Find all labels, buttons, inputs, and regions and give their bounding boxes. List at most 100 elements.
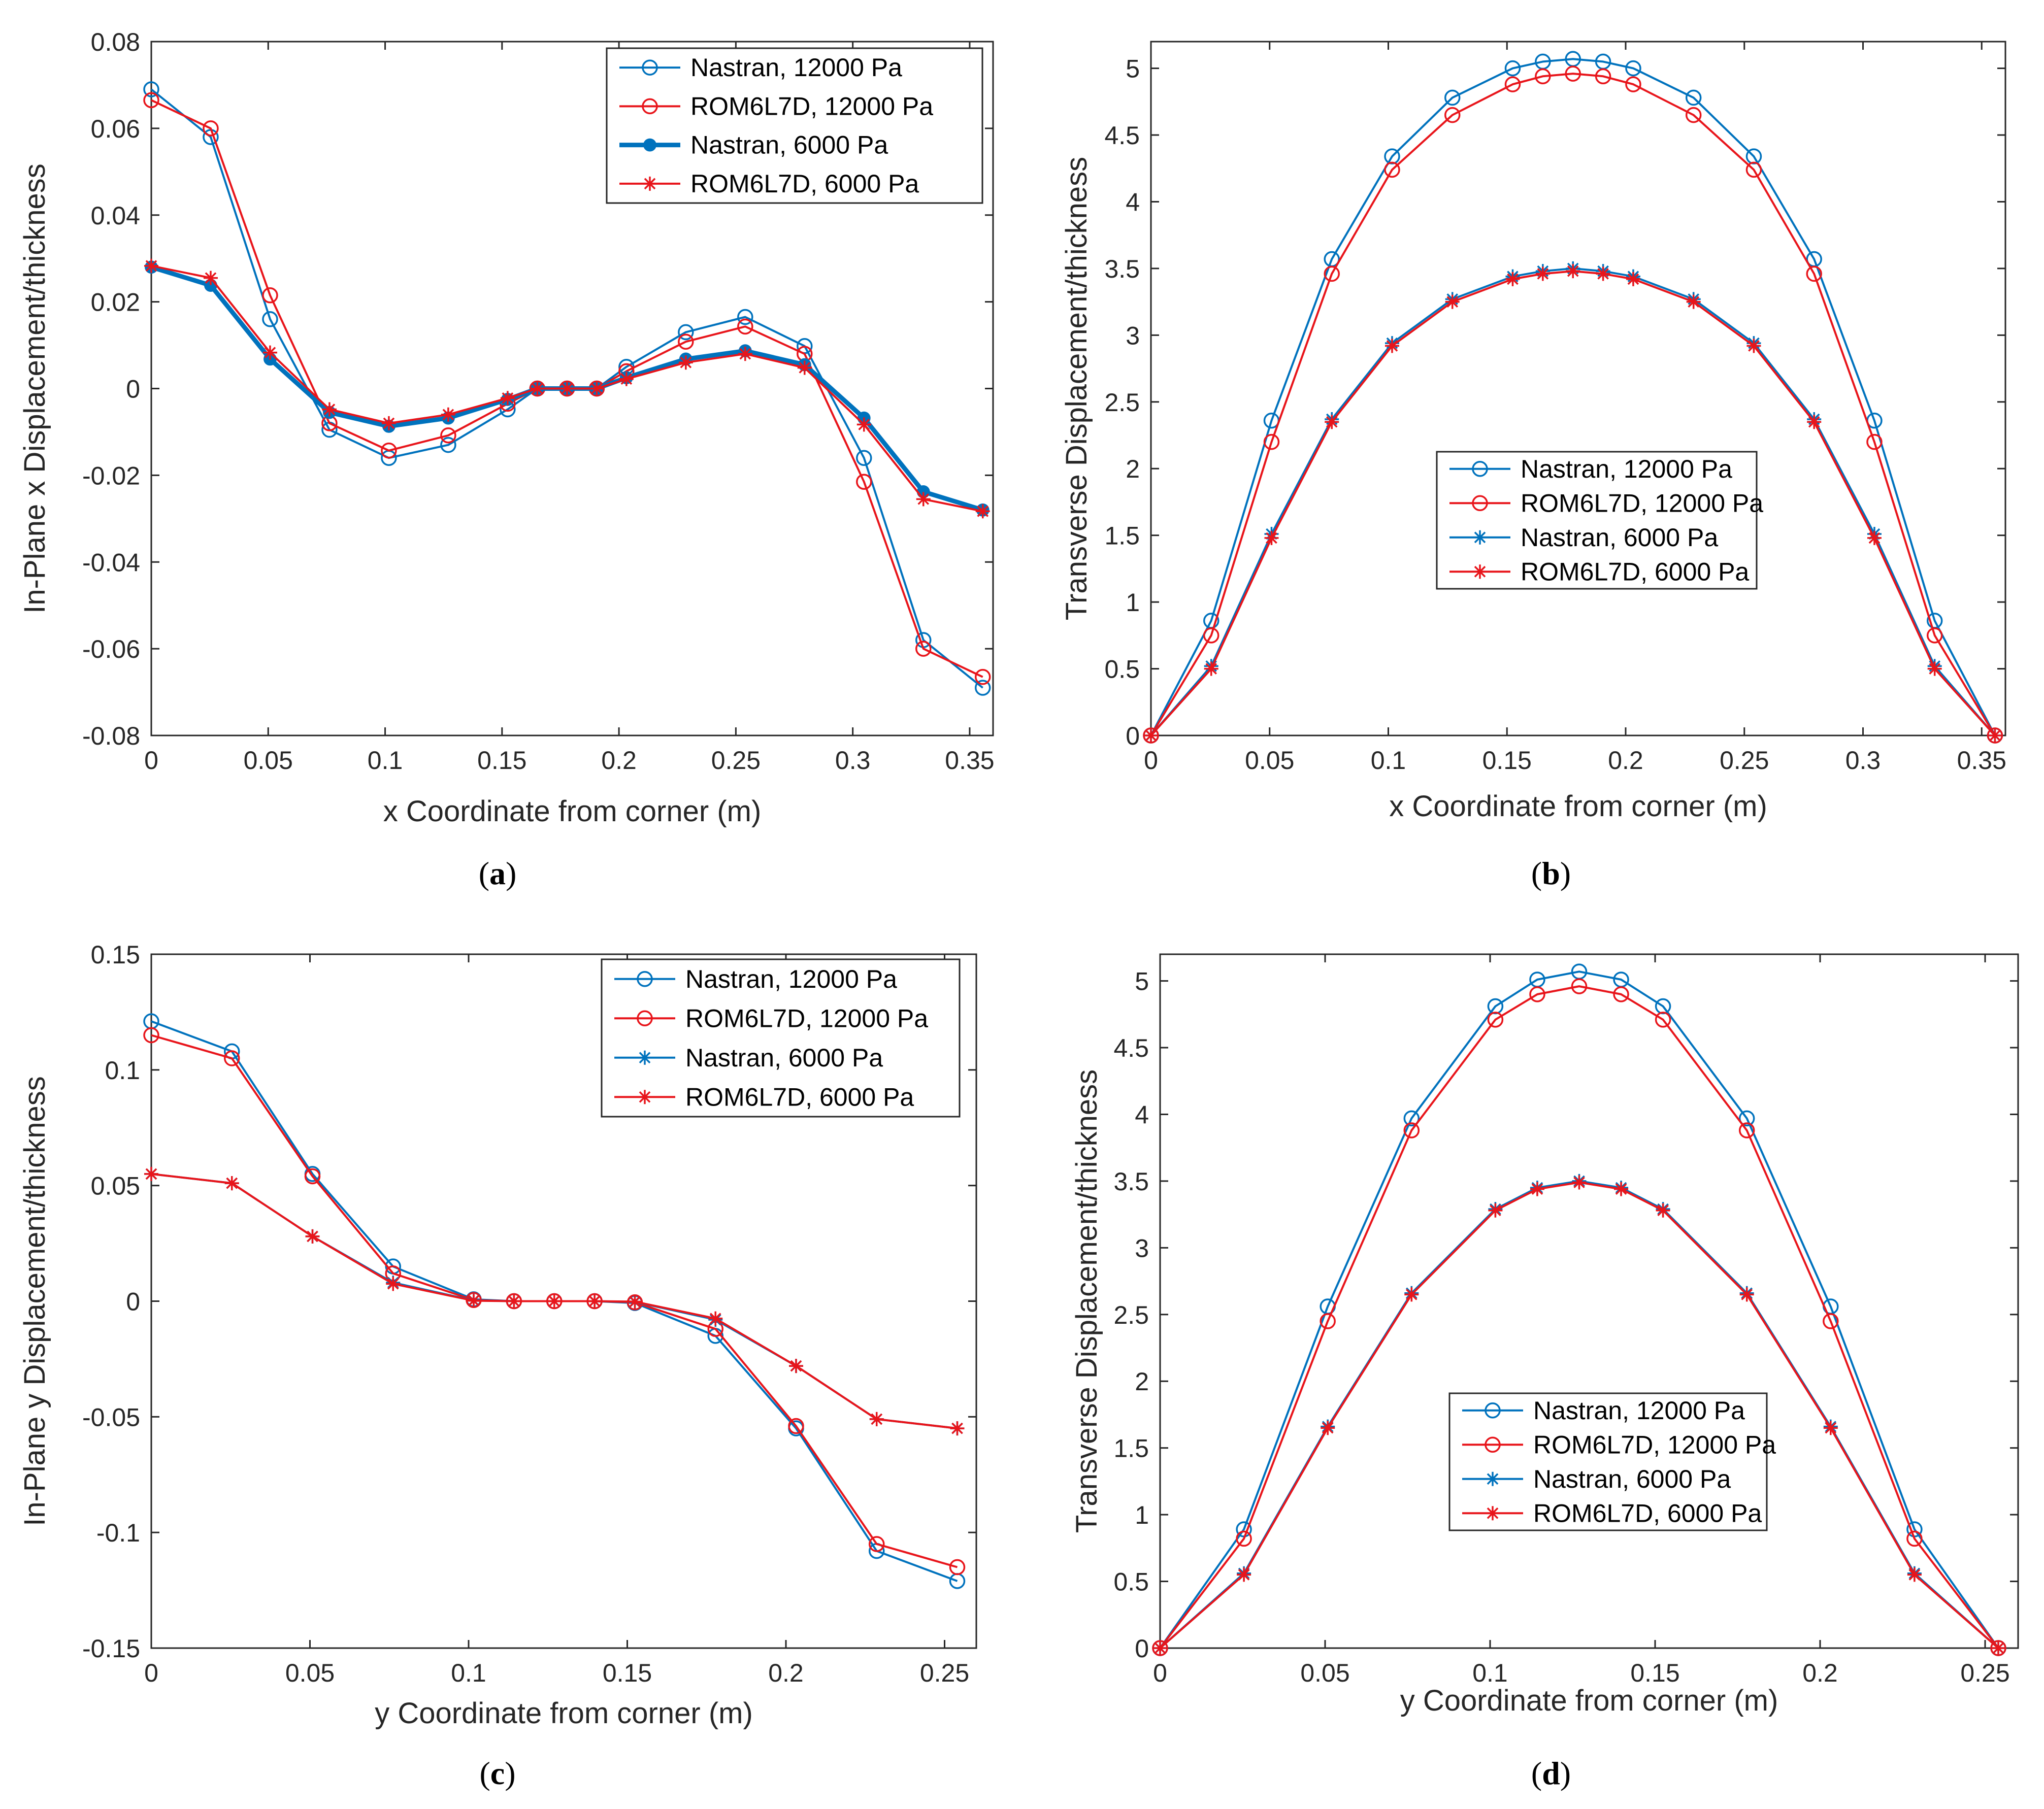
x-tick-label: 0 bbox=[1153, 1659, 1167, 1687]
legend: Nastran, 12000 Pa ROM6L7D, 12000 Pa Nastra… bbox=[601, 958, 961, 1118]
data-point bbox=[1384, 161, 1400, 178]
plot-frame bbox=[1159, 953, 2019, 1649]
y-tick-label: 4.5 bbox=[1104, 121, 1140, 150]
x-tick-label: 0.15 bbox=[1482, 746, 1532, 775]
y-axis-label: In-Plane y Displacement/thickness bbox=[18, 1076, 51, 1526]
data-point bbox=[950, 1421, 965, 1436]
x-axis-label: y Coordinate from corner (m) bbox=[375, 1697, 753, 1730]
y-tick-label: 0.5 bbox=[1104, 655, 1140, 684]
data-point bbox=[856, 450, 872, 466]
x-tick-label: 0.1 bbox=[451, 1659, 486, 1687]
legend-box bbox=[1448, 1392, 1768, 1531]
data-point bbox=[1739, 1287, 1754, 1302]
data-point bbox=[1444, 89, 1461, 106]
data-point bbox=[1685, 89, 1702, 106]
y-tick-label: 1.5 bbox=[1113, 1434, 1149, 1463]
y-tick-label: -0.1 bbox=[96, 1519, 140, 1547]
data-point bbox=[1738, 1110, 1755, 1127]
data-point bbox=[1625, 60, 1641, 77]
data-point bbox=[1473, 530, 1487, 545]
caption-paren-close: ) bbox=[506, 855, 516, 891]
x-tick-label: 0.1 bbox=[1472, 1659, 1508, 1687]
y-tick-label: 3.5 bbox=[1113, 1167, 1149, 1196]
x-tick-label: 0.35 bbox=[1957, 746, 2006, 775]
data-point bbox=[788, 1418, 804, 1434]
data-point bbox=[1566, 264, 1580, 279]
data-point bbox=[638, 1090, 652, 1104]
x-tick-label: 0.25 bbox=[920, 1659, 969, 1687]
data-point bbox=[1867, 530, 1882, 545]
y-tick-label: 0.05 bbox=[91, 1172, 140, 1200]
caption-letter: a bbox=[489, 855, 506, 891]
x-tick-label: 0.2 bbox=[601, 746, 637, 775]
data-point bbox=[1486, 1471, 1500, 1486]
y-tick-label: 1 bbox=[1135, 1501, 1149, 1529]
data-point bbox=[1144, 728, 1158, 743]
y-tick-label: 1.5 bbox=[1104, 522, 1140, 550]
data-point bbox=[1595, 68, 1611, 85]
data-point bbox=[440, 437, 456, 453]
data-point bbox=[1384, 339, 1399, 353]
data-point bbox=[856, 417, 871, 432]
data-point bbox=[1324, 265, 1340, 282]
y-tick-label: -0.15 bbox=[82, 1634, 140, 1663]
data-point bbox=[1866, 433, 1883, 450]
y-tick-label: 2 bbox=[1126, 455, 1140, 483]
x-tick-label: 0.1 bbox=[1371, 746, 1406, 775]
data-point bbox=[975, 504, 990, 519]
data-point bbox=[1485, 1436, 1501, 1453]
data-point bbox=[1472, 495, 1488, 511]
data-point bbox=[1823, 1421, 1838, 1435]
data-point bbox=[144, 258, 158, 273]
x-tick-label: 0.25 bbox=[1720, 746, 1769, 775]
data-point bbox=[143, 81, 159, 97]
legend-label: Nastran, 6000 Pa bbox=[1521, 523, 1718, 552]
legend-box bbox=[1436, 451, 1758, 590]
legend-label: Nastran, 6000 Pa bbox=[685, 1044, 883, 1072]
x-tick-label: 0.05 bbox=[1245, 746, 1294, 775]
data-point bbox=[381, 416, 396, 430]
data-point bbox=[1203, 627, 1219, 644]
data-point bbox=[1263, 433, 1280, 450]
y-tick-label: 3.5 bbox=[1104, 255, 1140, 283]
series-3 bbox=[1144, 264, 2002, 743]
subfigure-caption: (d) bbox=[1531, 1755, 1571, 1791]
y-tick-label: 0 bbox=[1135, 1634, 1149, 1663]
data-point bbox=[1655, 1012, 1671, 1028]
y-tick-label: 5 bbox=[1135, 967, 1149, 996]
caption-letter: c bbox=[490, 1755, 505, 1791]
chart-c: 0 0.05 0.1 0.15 0.2 0.25 -0.15 -0.1 -0.05 0 0.05 0.… bbox=[18, 941, 977, 1791]
x-tick-label: 0 bbox=[144, 1659, 158, 1687]
data-point bbox=[1325, 415, 1339, 429]
data-point bbox=[381, 442, 397, 459]
data-point bbox=[1745, 161, 1762, 178]
caption-paren-close: ) bbox=[1560, 1755, 1571, 1791]
x-tick-label: 0.2 bbox=[1608, 746, 1643, 775]
data-point bbox=[949, 1559, 966, 1576]
y-tick-label: 0.06 bbox=[91, 115, 140, 143]
data-point bbox=[797, 360, 812, 375]
data-point bbox=[1807, 415, 1822, 429]
data-point bbox=[638, 1050, 652, 1065]
data-point bbox=[619, 372, 634, 386]
data-point bbox=[1614, 1182, 1629, 1196]
caption-letter: b bbox=[1542, 855, 1560, 891]
data-point bbox=[440, 427, 456, 444]
caption-paren-open: ( bbox=[479, 1755, 490, 1791]
data-point bbox=[915, 641, 932, 657]
data-point bbox=[1487, 1012, 1504, 1028]
data-point bbox=[1926, 627, 1943, 644]
data-point bbox=[386, 1277, 401, 1291]
x-axis-label: x Coordinate from corner (m) bbox=[1389, 790, 1767, 823]
series-line bbox=[1150, 58, 1996, 736]
legend: Nastran, 12000 Pa ROM6L7D, 12000 Pa Nastra… bbox=[606, 47, 983, 204]
data-point bbox=[738, 347, 752, 361]
data-point bbox=[1613, 986, 1629, 1002]
data-point bbox=[1927, 661, 1942, 676]
y-axis-label: Transverse Displacement/thickness bbox=[1060, 157, 1093, 620]
y-tick-label: 2 bbox=[1135, 1367, 1149, 1396]
y-tick-label: 0.02 bbox=[91, 288, 140, 317]
legend-label: ROM6L7D, 6000 Pa bbox=[1533, 1499, 1762, 1527]
data-point bbox=[1473, 564, 1487, 579]
data-point bbox=[507, 1294, 521, 1309]
